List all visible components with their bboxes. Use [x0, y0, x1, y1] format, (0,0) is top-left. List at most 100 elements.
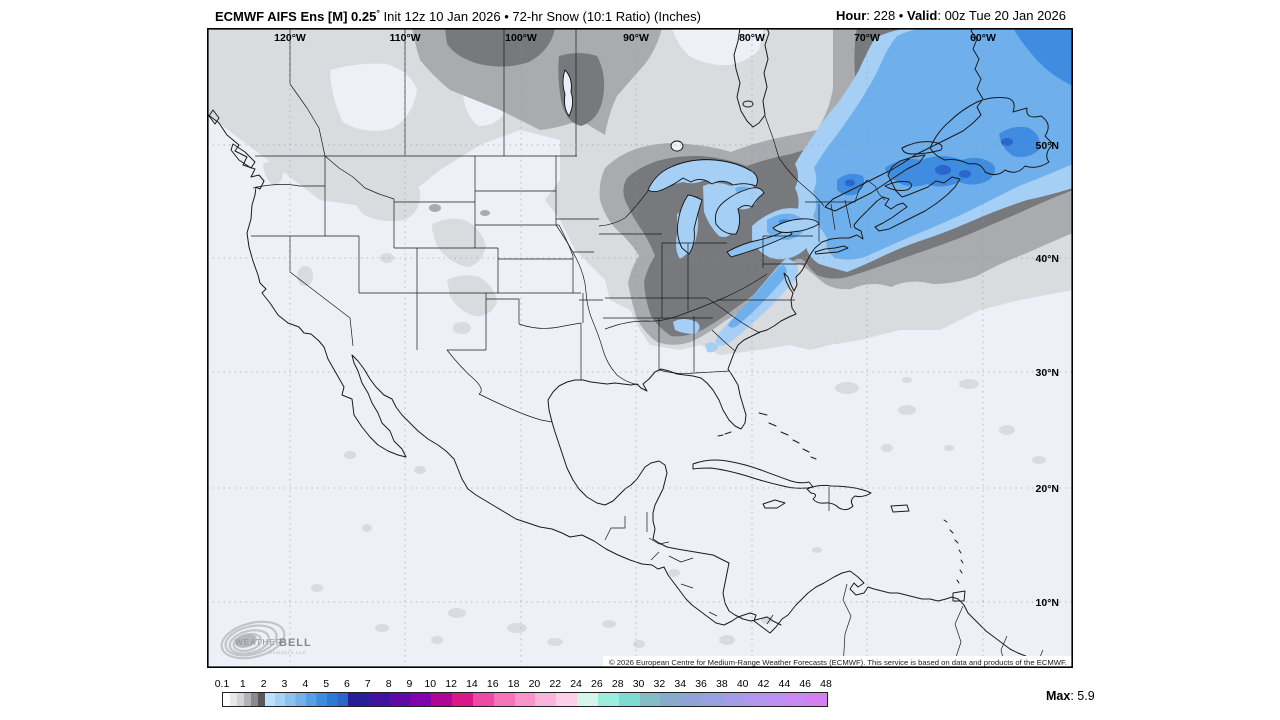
- logo-swirl-icon: [220, 620, 286, 660]
- colorbar-tick-label: 28: [611, 678, 624, 690]
- colorbar-cell: [639, 693, 661, 706]
- lat-label: 10°N: [1036, 597, 1059, 609]
- colorbar-tick-label: 46: [799, 678, 812, 690]
- model-name: ECMWF AIFS Ens [M] 0.25: [215, 9, 377, 24]
- colorbar-tick-label: 38: [716, 678, 728, 690]
- colorbar-cell: [452, 693, 473, 706]
- colorbar-tick-label: 12: [445, 678, 457, 690]
- map-frame: [207, 28, 1073, 668]
- lon-label: 70°W: [854, 32, 880, 44]
- colorbar-tick-label: 1: [239, 678, 246, 690]
- colorbar-cell: [243, 693, 265, 706]
- colorbar-cell: [285, 693, 307, 706]
- colorbar-cell: [535, 693, 557, 706]
- colorbar-tick-label: 34: [674, 678, 687, 690]
- max-value-note: Max: 5.9: [1046, 689, 1095, 703]
- lon-label: 80°W: [739, 32, 765, 44]
- colorbar-tick-label: 22: [549, 678, 562, 690]
- graticule: [207, 28, 1073, 668]
- coastlines: [207, 28, 1055, 668]
- colorbar-tick-label: 32: [653, 678, 666, 690]
- colorbar-cell: [618, 693, 640, 706]
- lat-label: 30°N: [1036, 367, 1059, 379]
- colorbar-cell: [410, 693, 432, 706]
- copyright-text: © 2026 European Centre for Medium-Range …: [609, 658, 1067, 667]
- colorbar-cell: [597, 693, 619, 706]
- colorbar-cell: [764, 693, 786, 706]
- title-details: Init 12z 10 Jan 2026 • 72-hr Snow (10:1 …: [379, 9, 701, 24]
- snow-shading-blue-5in: [783, 138, 1013, 227]
- colorbar-tick-label: 3: [281, 678, 288, 690]
- no-snow-holes: [330, 28, 764, 131]
- valid-label: Valid: [906, 8, 938, 23]
- colorbar-cell: [389, 693, 411, 706]
- colorbar-cell: [327, 693, 348, 706]
- colorbar-cell: [431, 693, 453, 706]
- hour-label: Hour: [835, 8, 867, 23]
- colorbar-tick-label: 4: [302, 678, 309, 690]
- colorbar-tick-label: 20: [528, 678, 541, 690]
- colorbar-tick-label: 14: [466, 678, 478, 690]
- political-borders: [251, 28, 1044, 668]
- colorbar-tick-label: 48: [820, 678, 832, 690]
- colorbar-tick-label: 44: [778, 678, 791, 690]
- colorbar-tick-label: 0.1: [214, 678, 230, 690]
- map-canvas: 120°W 110°W 100°W 90°W 80°W 70°W 60°W 50…: [207, 28, 1073, 668]
- logo-swirl-core: [235, 634, 257, 648]
- colorbar-tick-label: 6: [344, 678, 350, 690]
- hour-value: : 228 •: [866, 8, 907, 23]
- colorbar-cell: [472, 693, 494, 706]
- colorbar-cell: [347, 693, 369, 706]
- colorbar-tick-label: 9: [406, 678, 413, 690]
- colorbar-tick-label: 30: [632, 678, 645, 690]
- copyright-strip: © 2026 European Centre for Medium-Range …: [603, 656, 1073, 668]
- colorbar-cell: [660, 693, 682, 706]
- colorbar-tick-label: 5: [323, 678, 330, 690]
- colorbar-tick-label: 8: [385, 678, 392, 690]
- colorbar-tick-label: 16: [486, 678, 499, 690]
- logo-text-sub: Analytics LLC: [269, 650, 307, 655]
- colorbar-tick-label: 40: [736, 678, 749, 690]
- colorbar-tick-label: 7: [364, 678, 371, 690]
- colorbar-tick-label: 36: [695, 678, 707, 690]
- colorbar-bar: [222, 692, 828, 707]
- colorbar-cell: [722, 693, 744, 706]
- colorbar-tick-label: 10: [424, 678, 437, 690]
- lon-label: 110°W: [389, 32, 420, 44]
- colorbar-cell: [514, 693, 536, 706]
- colorbar-tick-label: 42: [757, 678, 770, 690]
- colorbar-tick-label: 26: [591, 678, 603, 690]
- valid-value: : 00z Tue 20 Jan 2026: [937, 8, 1066, 23]
- lon-label: 100°W: [505, 32, 537, 44]
- lon-label: 90°W: [623, 32, 649, 44]
- lat-label: 50°N: [1036, 140, 1059, 152]
- colorbar-cell: [264, 693, 286, 706]
- copyright-bg: [603, 656, 1073, 668]
- colorbar-cell: [702, 693, 723, 706]
- colorbar-cell: [806, 693, 828, 706]
- valid-time: Hour: 228 • Valid: 00z Tue 20 Jan 2026: [836, 8, 1066, 23]
- colorbar-tick-label: 24: [570, 678, 582, 690]
- colorbar-tick-label: 18: [507, 678, 520, 690]
- weatherbell-logo: WEATHER BELL Analytics LLC: [220, 620, 312, 660]
- colorbar-cell: [306, 693, 328, 706]
- colorbar-cell: [368, 693, 390, 706]
- lat-label: 40°N: [1036, 253, 1059, 265]
- lat-label: 20°N: [1036, 483, 1059, 495]
- colorbar-ticks: 0.1 1 2 3 4 5 6 7 8 9 10 12 14 16 18 20 22 24 26 28 30 32 34 36…: [215, 678, 832, 690]
- logo-text-bell: BELL: [279, 637, 312, 649]
- colorbar-cell: [681, 693, 703, 706]
- logo-text-weather: WEATHER: [235, 638, 283, 647]
- map-panel: 120°W 110°W 100°W 90°W 80°W 70°W 60°W 50…: [207, 28, 1073, 668]
- graticule-labels: 120°W 110°W 100°W 90°W 80°W 70°W 60°W 50…: [274, 32, 1059, 609]
- max-label: Max: [1046, 689, 1071, 703]
- lon-label: 60°W: [970, 32, 996, 44]
- max-value: : 5.9: [1070, 689, 1095, 703]
- colorbar-cell: [493, 693, 515, 706]
- colorbar-cell: [577, 693, 598, 706]
- lon-label: 120°W: [274, 32, 306, 44]
- degree-symbol: °: [376, 8, 380, 18]
- colorbar-cell: [743, 693, 765, 706]
- colorbar-cell: [556, 693, 578, 706]
